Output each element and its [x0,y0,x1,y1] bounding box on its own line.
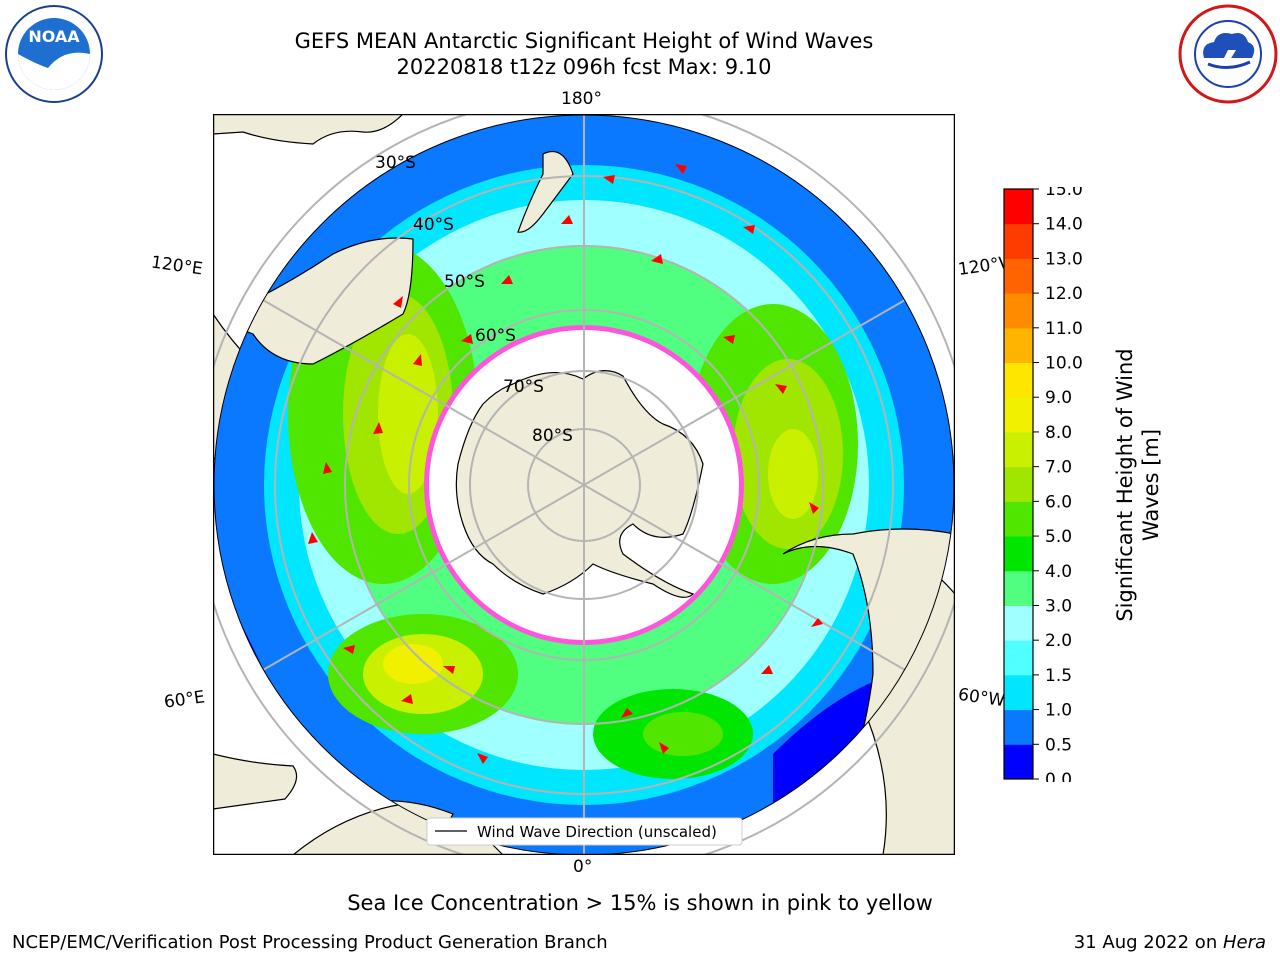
colorbar-tick-label: 12.0 [1045,284,1083,304]
lat-label-80s: 80°S [532,426,573,446]
lat-label-70s: 70°S [503,377,544,397]
noaa-logo-text: NOAA [28,27,80,46]
colorbar-tick-label: 1.0 [1045,701,1072,721]
colorbar-tick-label: 0.5 [1045,735,1072,755]
colorbar-tick-label: 0.0 [1045,770,1072,782]
colorbar-segment [1004,501,1033,537]
colorbar-segment [1004,640,1033,676]
antarctica [455,370,704,598]
colorbar-segment [1004,709,1033,745]
colorbar-tick-label: 2.0 [1045,631,1072,651]
colorbar-label-line1: Significant Height of Wind [1113,348,1137,621]
lon-label-top: 180° [561,89,602,109]
lon-label-left-upper: 120°E [149,252,204,280]
footer-date-text: 31 Aug 2022 on [1073,932,1223,953]
colorbar-label-line2: Waves [m] [1139,429,1163,541]
colorbar-tick-label: 4.0 [1045,562,1072,582]
footer-branch: NCEP/EMC/Verification Post Processing Pr… [12,932,608,953]
lat-label-40s: 40°S [413,215,454,235]
colorbar-tick-label: 1.5 [1045,666,1072,686]
legend-label: Wind Wave Direction (unscaled) [477,823,717,841]
colorbar-tick-label: 6.0 [1045,492,1072,512]
colorbar-tick-label: 14.0 [1045,215,1083,235]
map-legend: Wind Wave Direction (unscaled) [426,817,743,846]
colorbar-segment [1004,397,1033,433]
colorbar-tick-label: 8.0 [1045,423,1072,443]
colorbar-tick-label: 5.0 [1045,527,1072,547]
colorbar-segment [1004,536,1033,572]
colorbar-tick-label: 11.0 [1045,319,1083,339]
colorbar-tick-label: 10.0 [1045,354,1083,374]
lon-label-right-lower: 60°W [956,684,1007,712]
colorbar-segment [1004,744,1033,780]
lat-label-30s: 30°S [375,153,416,173]
colorbar-segment [1004,189,1033,225]
chart-title: GEFS MEAN Antarctic Significant Height o… [294,29,874,53]
colorbar-segment [1004,258,1033,294]
colorbar-segment [1004,570,1033,606]
colorbar-segment [1004,327,1033,364]
lon-label-bottom: 0° [573,857,593,877]
colorbar: 0.0 0.5 1.0 1.5 2.0 3.0 4.0 5.0 6.0 7.0 8.0 9.0 10.0… [1003,187,1083,782]
colorbar-tick-label: 15.0 [1045,187,1083,200]
footer-host: Hera [1222,932,1266,953]
nws-logo-icon [1178,4,1278,104]
colorbar-tick-label: 9.0 [1045,388,1072,408]
sea-ice-note: Sea Ice Concentration > 15% is shown in … [347,891,933,915]
colorbar-tick-label: 3.0 [1045,596,1072,616]
colorbar-segment [1004,362,1033,398]
colorbar-segment [1004,605,1033,641]
lat-label-50s: 50°S [444,272,485,292]
colorbar-segment [1004,431,1033,468]
chart-subtitle: 20220818 t12z 096h fcst Max: 9.10 [396,55,772,79]
polar-map: 30°S 40°S 50°S 60°S 70°S 80°S Wind Wave … [213,114,955,855]
colorbar-segment [1004,674,1033,711]
lon-label-left-lower: 60°E [162,687,207,713]
colorbar-tick-label: 13.0 [1045,249,1083,269]
colorbar-segment [1004,223,1033,259]
colorbar-segment [1004,293,1033,329]
colorbar-title: Significant Height of Wind Waves [m] [1113,348,1163,621]
lat-label-60s: 60°S [475,326,516,346]
colorbar-segments [1004,189,1033,780]
colorbar-ticks: 0.0 0.5 1.0 1.5 2.0 3.0 4.0 5.0 6.0 7.0 8.0 9.0 10.0… [1033,187,1083,782]
colorbar-tick-label: 7.0 [1045,458,1072,478]
graticule [213,114,955,855]
footer-date: 31 Aug 2022 on Hera [1074,932,1266,953]
colorbar-segment [1004,466,1033,502]
noaa-logo-icon: NOAA [5,5,103,103]
